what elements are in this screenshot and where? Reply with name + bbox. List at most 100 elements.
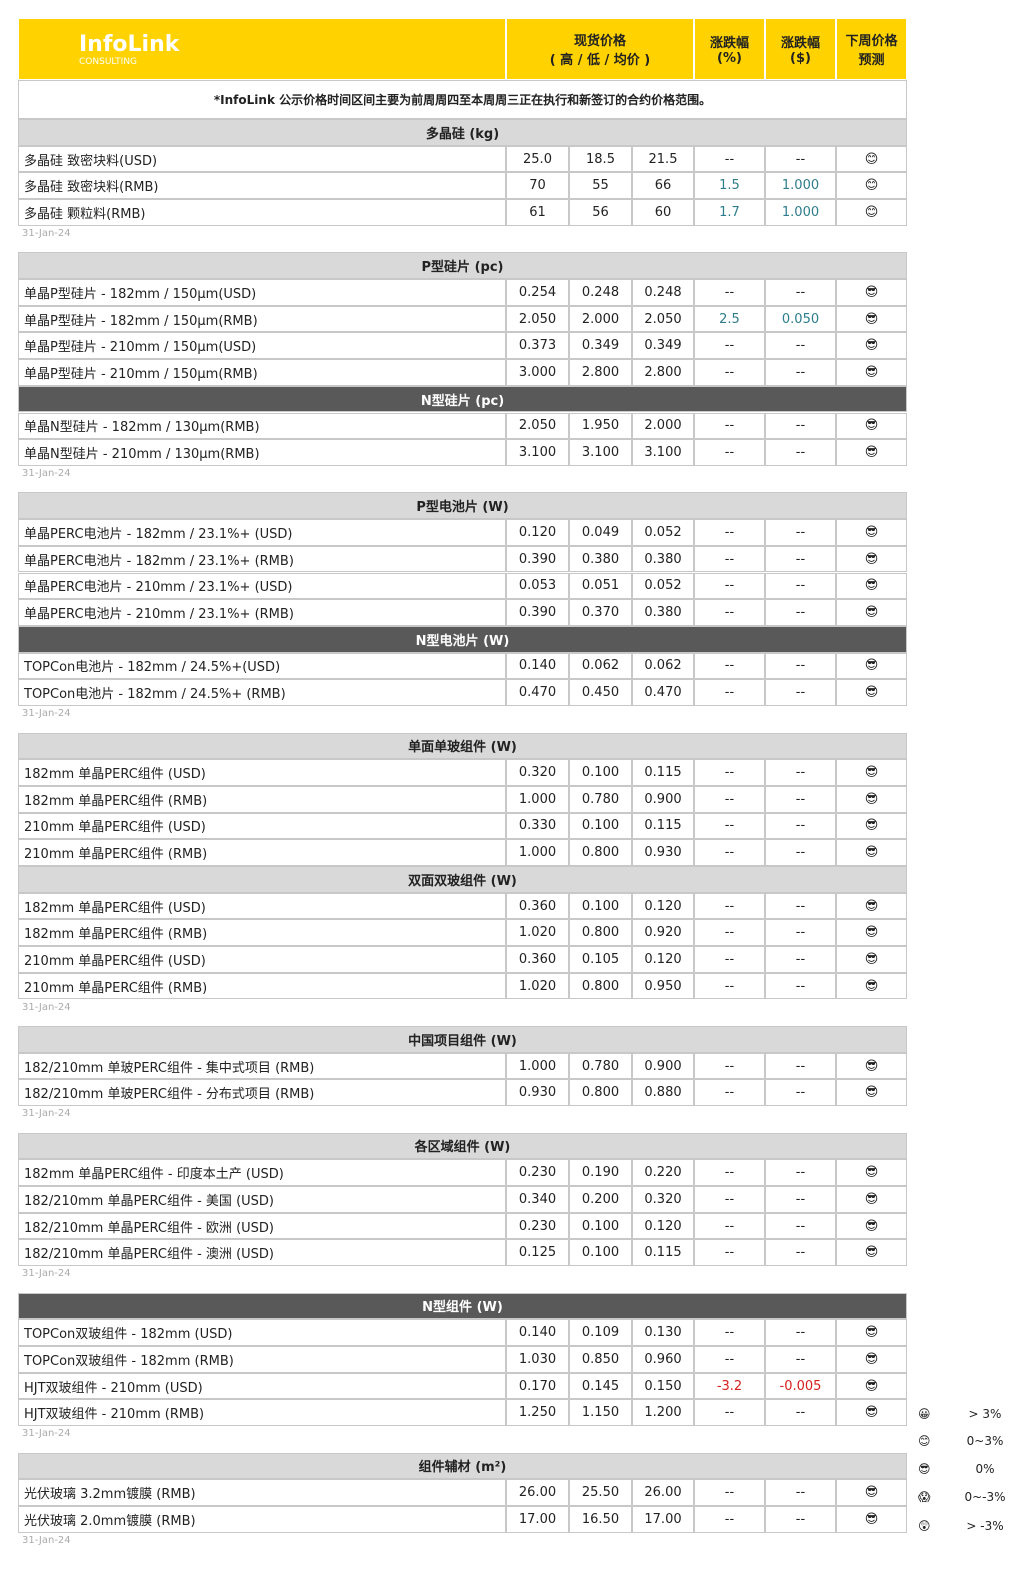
cell-low: 0.100 — [569, 759, 632, 786]
cell-low: 0.100 — [569, 1212, 632, 1240]
cell-high: 70 — [506, 172, 569, 200]
usd-title: 涨跌幅 — [780, 36, 820, 51]
cell-usd: -- — [765, 332, 836, 360]
section-title: P型硅片 (pc) — [18, 252, 907, 279]
cell-pct: -- — [694, 1346, 765, 1373]
cell-high: 0.230 — [506, 1159, 569, 1186]
cell-forecast: 😎 — [836, 1346, 907, 1373]
cell-usd: -0.005 — [765, 1372, 836, 1400]
cell-usd: -- — [765, 519, 836, 546]
cell-low: 0.105 — [569, 946, 632, 973]
cell-low: 0.051 — [569, 572, 632, 600]
cell-high: 3.100 — [506, 439, 569, 466]
cell-usd: -- — [765, 412, 836, 440]
cell-forecast: 😎 — [836, 1159, 907, 1186]
cell-high: 0.360 — [506, 892, 569, 920]
legend-icon: 😲 — [918, 1519, 931, 1533]
cell-low: 18.5 — [569, 145, 632, 173]
cell-avg: 2.000 — [632, 412, 694, 440]
cell-pct: -- — [694, 1506, 765, 1533]
cell-avg: 0.120 — [632, 946, 694, 973]
row-name: 多晶硅 致密块料(USD) — [18, 145, 506, 173]
cell-forecast: 😎 — [836, 599, 907, 626]
cell-low: 16.50 — [569, 1506, 632, 1533]
cell-high: 25.0 — [506, 145, 569, 173]
cell-forecast: 😎 — [836, 1186, 907, 1213]
cell-avg: 0.900 — [632, 785, 694, 813]
row-name: 182mm 单晶PERC组件 - 印度本土产 (USD) — [18, 1159, 506, 1186]
cell-high: 0.320 — [506, 759, 569, 786]
cell-forecast: 😎 — [836, 279, 907, 306]
cell-low: 0.349 — [569, 332, 632, 360]
cell-forecast: 😎 — [836, 972, 907, 1000]
cell-low: 1.150 — [569, 1399, 632, 1427]
cell-low: 0.800 — [569, 839, 632, 866]
cell-usd: -- — [765, 785, 836, 813]
legend-icon: 😱 — [918, 1490, 931, 1504]
cell-pct: -- — [694, 1159, 765, 1186]
cell-avg: 0.960 — [632, 1346, 694, 1373]
cell-usd: -- — [765, 1052, 836, 1080]
cell-usd: -- — [765, 1079, 836, 1107]
cell-forecast: 😎 — [836, 1052, 907, 1080]
row-name: 182/210mm 单晶PERC组件 - 欧洲 (USD) — [18, 1212, 506, 1240]
cell-usd: -- — [765, 839, 836, 866]
note: *InfoLink 公示价格时间区间主要为前周周四至本周周三正在执行和新签订的合… — [18, 80, 907, 119]
cell-low: 2.800 — [569, 359, 632, 386]
cell-avg: 0.349 — [632, 332, 694, 360]
cell-low: 0.200 — [569, 1186, 632, 1213]
cell-usd: -- — [765, 759, 836, 786]
cell-pct: -- — [694, 599, 765, 626]
cell-avg: 17.00 — [632, 1506, 694, 1533]
cell-low: 0.380 — [569, 545, 632, 573]
cell-pct: -3.2 — [694, 1372, 765, 1400]
cell-high: 0.230 — [506, 1212, 569, 1240]
cell-low: 2.000 — [569, 305, 632, 333]
cell-pct: -- — [694, 359, 765, 386]
row-name: 多晶硅 致密块料(RMB) — [18, 172, 506, 200]
cell-low: 1.950 — [569, 412, 632, 440]
cell-high: 0.373 — [506, 332, 569, 360]
date: 31-Jan-24 — [22, 1108, 71, 1120]
cell-avg: 0.115 — [632, 1239, 694, 1267]
price-header: 现货价格 ( 高 / 低 / 均价 ) — [506, 18, 694, 80]
cell-high: 2.050 — [506, 305, 569, 333]
cell-high: 0.254 — [506, 279, 569, 306]
cell-forecast: 😎 — [836, 359, 907, 386]
cell-usd: -- — [765, 1346, 836, 1373]
cell-forecast: 😎 — [836, 892, 907, 920]
cell-high: 0.120 — [506, 519, 569, 546]
logo: InfoLink — [79, 31, 180, 57]
row-name: 单晶PERC电池片 - 210mm / 23.1%+ (USD) — [18, 572, 506, 600]
cell-usd: -- — [765, 812, 836, 840]
cell-pct: -- — [694, 145, 765, 173]
cell-avg: 0.900 — [632, 1052, 694, 1080]
cell-pct: -- — [694, 519, 765, 546]
cell-forecast: 😎 — [836, 785, 907, 813]
cell-avg: 0.320 — [632, 1186, 694, 1213]
cell-forecast: 😎 — [836, 1212, 907, 1240]
row-name: 182/210mm 单玻PERC组件 - 集中式项目 (RMB) — [18, 1052, 506, 1080]
section-title: 单面单玻组件 (W) — [18, 732, 907, 760]
section-title: N型组件 (W) — [18, 1292, 907, 1320]
cell-avg: 1.200 — [632, 1399, 694, 1427]
cell-forecast: 😎 — [836, 572, 907, 600]
cell-pct: -- — [694, 785, 765, 813]
cell-avg: 60 — [632, 199, 694, 226]
cell-forecast: 😎 — [836, 919, 907, 947]
cell-pct: -- — [694, 1399, 765, 1427]
row-name: 单晶PERC电池片 - 182mm / 23.1%+ (USD) — [18, 519, 506, 546]
cell-low: 25.50 — [569, 1479, 632, 1506]
usd-unit: ($) — [790, 51, 811, 66]
cell-high: 0.140 — [506, 1319, 569, 1346]
row-name: 多晶硅 颗粒料(RMB) — [18, 199, 506, 226]
price-sub: ( 高 / 低 / 均价 ) — [549, 53, 651, 68]
cell-forecast: 😊 — [836, 172, 907, 200]
cell-usd: -- — [765, 359, 836, 386]
cell-forecast: 😎 — [836, 1399, 907, 1427]
cell-low: 0.850 — [569, 1346, 632, 1373]
row-name: 182/210mm 单晶PERC组件 - 澳洲 (USD) — [18, 1239, 506, 1267]
cell-avg: 0.130 — [632, 1319, 694, 1346]
cell-pct: -- — [694, 892, 765, 920]
row-name: 182mm 单晶PERC组件 (USD) — [18, 892, 506, 920]
